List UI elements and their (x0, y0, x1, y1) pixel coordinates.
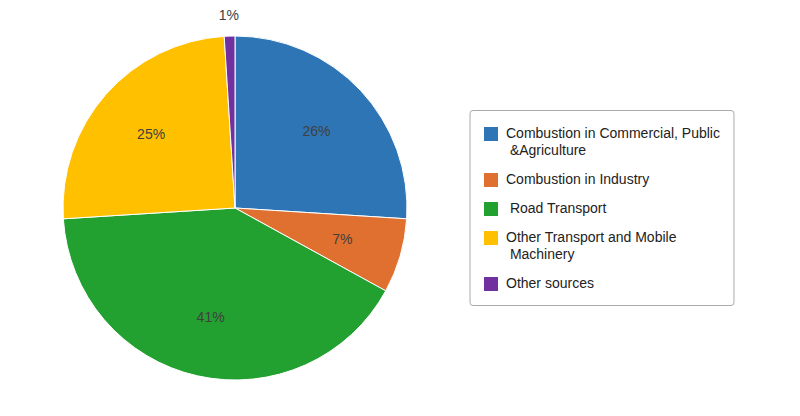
legend-label: Road Transport (506, 200, 606, 216)
legend-label-line: Other Transport and Mobile (506, 229, 677, 245)
slice-labels: 26% 7% 41% 25% 1% (137, 7, 352, 325)
legend-label-line: &Agriculture (506, 142, 586, 158)
legend-label: Other sources (506, 275, 594, 291)
pie-slice (235, 36, 407, 219)
data-label: 7% (332, 231, 352, 247)
legend-swatch (484, 277, 498, 291)
slices (63, 36, 407, 380)
legend-label-line: Machinery (506, 246, 574, 262)
pie-slice (224, 36, 235, 208)
legend-label-line: Other sources (506, 275, 594, 291)
legend-swatch (484, 173, 498, 187)
legend-label: Combustion in Commercial, Public &Agricu… (506, 125, 720, 158)
pie-slice (63, 36, 235, 218)
legend-swatch (484, 127, 498, 141)
legend-label-line: Road Transport (506, 200, 606, 216)
chart-svg: 26% 7% 41% 25% 1% Combustion in Commercial, P… (0, 0, 800, 416)
data-label: 25% (137, 126, 165, 142)
data-label: 26% (302, 123, 330, 139)
chart-container: 26% 7% 41% 25% 1% Combustion in Commercial, P… (0, 0, 800, 416)
legend-swatch (484, 231, 498, 245)
legend-swatch (484, 202, 498, 216)
legend-label: Other Transport and Mobile Machinery (506, 229, 677, 262)
legend-label-line: Combustion in Industry (506, 171, 649, 187)
data-label: 41% (197, 309, 225, 325)
legend-label: Combustion in Industry (506, 171, 649, 187)
pie-slice (63, 208, 385, 380)
legend-frame (470, 111, 734, 306)
legend-label-line: Combustion in Commercial, Public (506, 125, 720, 141)
data-label: 1% (219, 7, 239, 23)
legend: Combustion in Commercial, Public &Agricu… (470, 111, 734, 306)
background (0, 0, 800, 416)
